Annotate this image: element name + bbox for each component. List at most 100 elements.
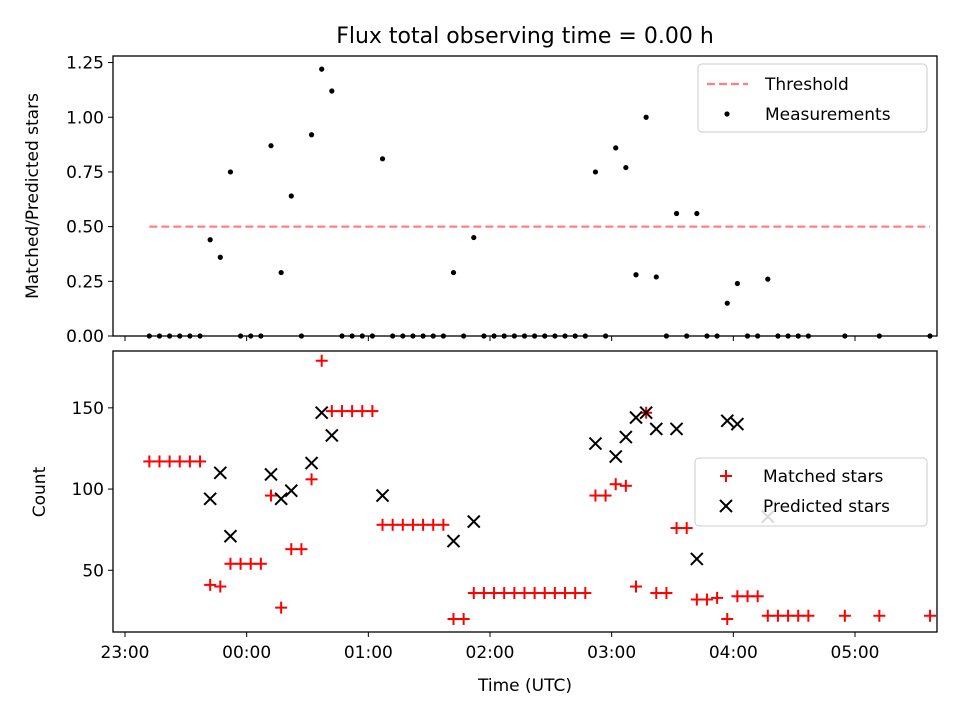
matched-star-point [204,578,217,591]
matched-star-point [569,587,582,600]
matched-star-point [782,609,795,622]
measurement-point [521,333,528,339]
matched-star-point [386,518,399,531]
predicted-star-point [730,417,745,431]
matched-star-point [214,580,227,593]
predicted-star-point [619,430,633,444]
count-ytick-label: 150 [72,399,104,419]
measurement-point [785,333,791,339]
predicted-star-point [223,529,238,543]
measurement-point [673,210,680,217]
measurement-point [450,269,457,276]
predicted-star-point [284,483,298,498]
predicted-star-point [274,492,288,506]
measurement-point [684,333,690,339]
matched-star-point [548,587,561,600]
measurement-point [704,333,710,339]
measurement-point [734,280,740,287]
measurement-point [765,276,771,282]
chart-title: Flux total observing time = 0.00 h [336,24,714,49]
count-xtick-label: 00:00 [222,643,271,663]
measurement-point [207,237,213,243]
predicted-star-point [609,449,623,464]
measurement-point [359,333,365,339]
measurement-point [592,169,599,175]
matched-star-point [711,591,724,604]
measurement-point [248,333,254,339]
legend-measurements-swatch [724,111,730,117]
ratio-ytick-label: 0.25 [66,272,104,292]
matched-star-point [224,557,237,570]
measurement-point [481,333,487,339]
measurement-point [369,333,375,339]
count-legend-box [694,457,928,527]
legend-predicted-swatch [719,499,733,513]
matched-star-point [660,587,673,600]
matched-star-point [924,609,937,622]
ratio-legend: Threshold Measurements [697,63,928,133]
matched-star-point [690,593,703,606]
measurement-point [177,333,183,339]
measurement-point [379,156,386,162]
count-panel: 50 100 150 23:00 00:00 01:00 02:00 03:00 04:00 05… [30,350,938,696]
measurement-point [308,132,315,138]
measurement-point [329,88,335,94]
measurement-point [278,269,284,276]
matched-star-point [579,587,592,600]
measurement-point [602,333,609,339]
count-xtick-label: 02:00 [466,643,515,663]
measurement-point [390,333,396,339]
measurement-point [755,333,761,339]
count-xtick-label: 03:00 [587,643,636,663]
matched-star-point [467,587,480,600]
matched-star-point [153,455,166,468]
measurement-point [288,193,294,199]
matched-star-point [376,518,389,531]
matched-star-point [265,489,277,502]
matched-star-point [680,522,693,535]
measurement-point [471,234,477,241]
ratio-legend-box [697,63,928,133]
legend-predicted-label: Predicted stars [763,497,890,517]
matched-star-point [488,587,501,600]
matched-star-point [346,405,359,418]
matched-star-point [234,557,247,570]
measurement-point [491,333,497,339]
measurement-point [227,169,234,175]
predicted-star-point [264,467,278,482]
ratio-ytick-label: 0.75 [66,163,104,183]
measurement-point [653,274,659,280]
matched-star-point [447,613,460,626]
matched-star-point [838,609,851,622]
matched-star-point [670,522,683,535]
predicted-star-point [690,552,704,566]
measurement-point [643,114,649,120]
measurement-point [461,333,467,339]
matched-star-point [143,455,156,468]
matched-star-point [396,518,409,531]
matched-star-point [721,613,734,626]
matched-star-point [254,557,267,570]
count-xtick-label: 23:00 [101,643,150,663]
matched-star-point [599,489,612,502]
measurement-point [400,333,406,339]
matched-star-point [771,609,784,622]
matched-star-point [335,405,348,418]
measurement-point [572,333,578,339]
matched-star-point [741,590,754,603]
measurement-point [552,333,558,339]
count-xtick-label: 05:00 [831,643,880,663]
predicted-star-point [649,422,663,436]
measurement-point [156,333,163,339]
matched-star-point [173,455,186,468]
measurement-point [298,333,305,339]
measurement-point [420,333,426,339]
matched-star-point [437,518,450,531]
measurement-point [501,333,507,339]
ratio-ylabel: Matched/Predicted stars [23,93,43,299]
ratio-ytick-label: 0.50 [66,218,104,238]
matched-star-point [417,518,430,531]
measurement-point [542,333,548,339]
measurement-point [197,333,203,339]
